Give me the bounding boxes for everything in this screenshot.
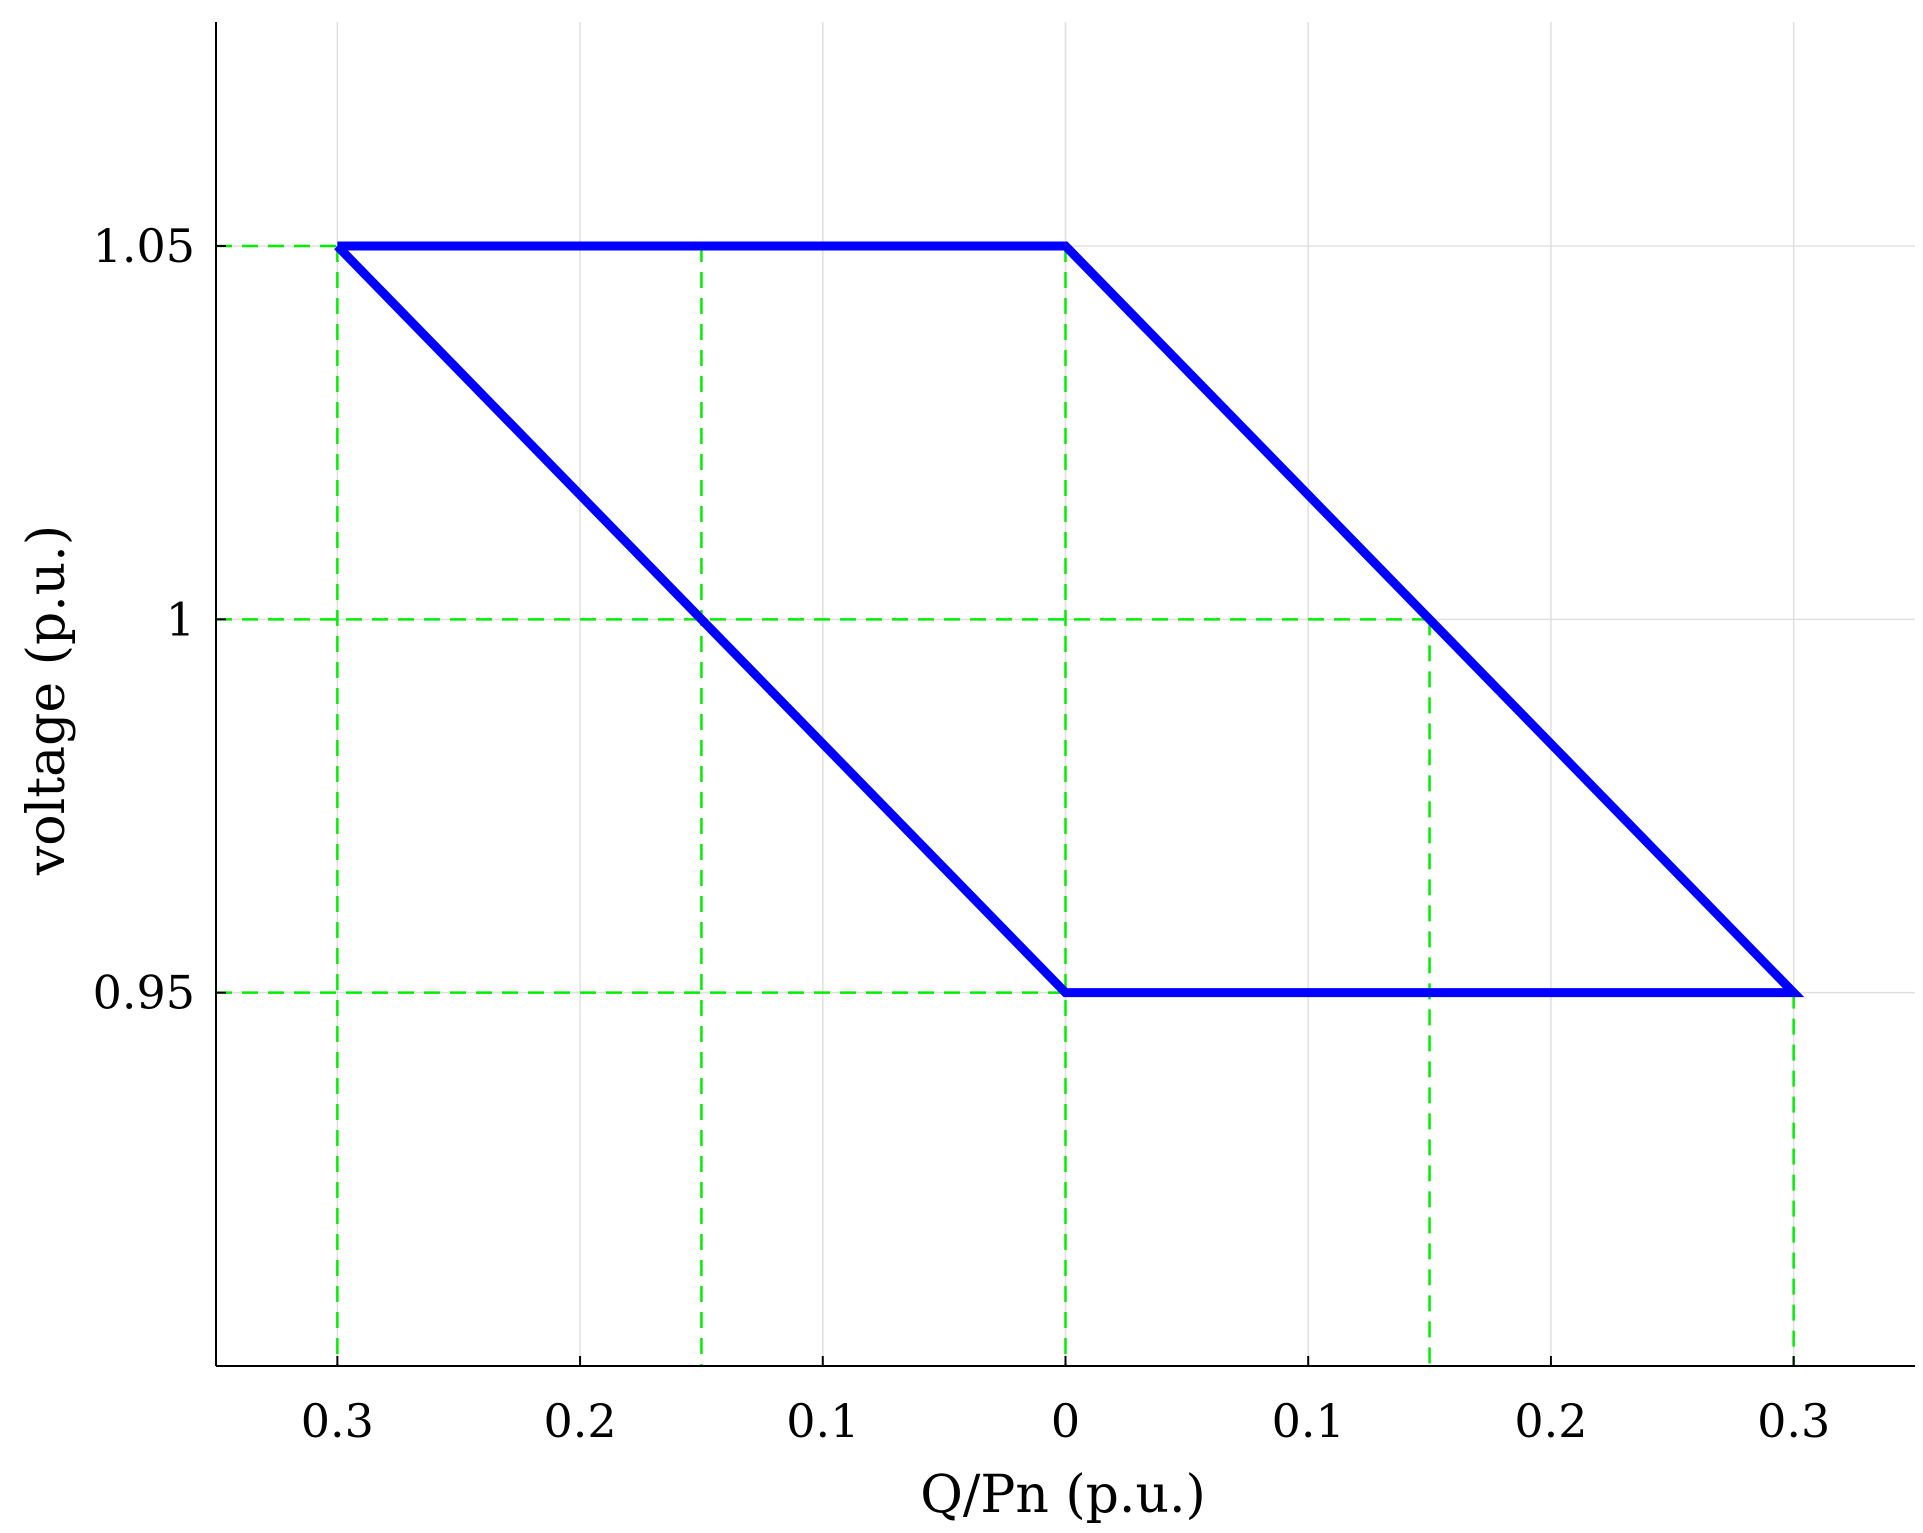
x-axis-title: Q/Pn (p.u.) bbox=[920, 1465, 1206, 1525]
x-tick-label: 0.3 bbox=[301, 1394, 374, 1448]
x-tick-label: 0.1 bbox=[1272, 1394, 1345, 1448]
x-tick-label: 0.2 bbox=[1514, 1394, 1587, 1448]
x-tick-label: 0.3 bbox=[1757, 1394, 1830, 1448]
series-group bbox=[334, 241, 1805, 998]
x-tick-label: 0 bbox=[1051, 1394, 1080, 1448]
x-tick-label: 0.1 bbox=[786, 1394, 859, 1448]
series-line bbox=[334, 241, 1805, 998]
y-tick-label: 1 bbox=[166, 592, 195, 646]
axes bbox=[215, 22, 1915, 1367]
y-axis-title: voltage (p.u.) bbox=[17, 525, 77, 876]
y-tick-label: 0.95 bbox=[93, 966, 195, 1020]
x-tick-label: 0.2 bbox=[543, 1394, 616, 1448]
x-tick-labels: 0.3 0.2 0.1 0 0.1 0.2 0.3 bbox=[301, 1394, 1830, 1448]
y-tick-label: 1.05 bbox=[93, 219, 195, 273]
y-tick-labels: 0.95 1 1.05 bbox=[93, 219, 195, 1020]
